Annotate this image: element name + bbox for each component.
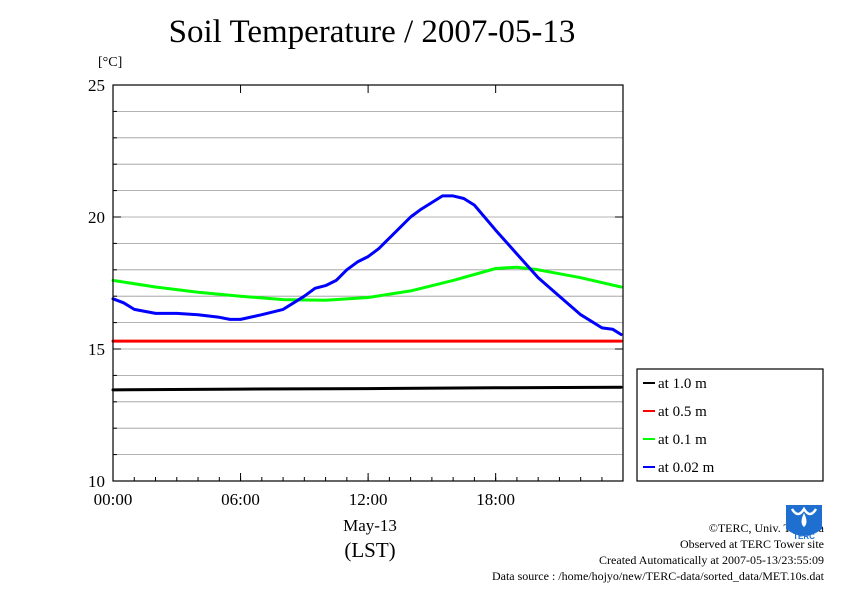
legend-label: at 0.02 m: [658, 460, 715, 476]
x-axis-labels: May-13 (LST): [320, 515, 420, 563]
logo-text: TERC: [793, 532, 815, 541]
y-tick-label: 20: [88, 208, 105, 227]
y-tick-label: 25: [88, 76, 105, 95]
lst-label: (LST): [344, 538, 396, 562]
legend-box: [636, 368, 824, 482]
series-line-at-1-0-m: [111, 385, 623, 392]
copyright-text: ©TERC, Univ. Tsukuba: [708, 521, 824, 535]
legend-label: at 0.1 m: [658, 432, 707, 448]
series-line-at-0-02-m: [111, 194, 623, 336]
y-tick-label: 15: [88, 340, 105, 359]
x-tick-label: 12:00: [349, 490, 388, 509]
legend: at 1.0 m at 0.5 m at 0.1 m at 0.02 m: [636, 368, 824, 482]
created-text: Created Automatically at 2007-05-13/23:5…: [599, 553, 824, 567]
series-lines: [111, 194, 623, 392]
observed-text: Observed at TERC Tower site: [679, 537, 824, 551]
series-line-at-0-1-m: [111, 265, 623, 302]
x-tick-label: 18:00: [476, 490, 515, 509]
legend-label: at 0.5 m: [658, 404, 707, 420]
footer: ©TERC, Univ. Tsukuba Observed at TERC To…: [492, 520, 824, 584]
legend-label: at 1.0 m: [658, 376, 707, 392]
y-tick-label: 10: [88, 472, 105, 491]
source-text: Data source : /home/hojyo/new/TERC-data/…: [491, 569, 824, 583]
chart-title: Soil Temperature / 2007-05-13: [168, 14, 576, 50]
axis-ticks: 10 15 20 25 00:00 06:00 12:00 18:00: [88, 76, 623, 509]
y-axis-unit-label: [°C]: [98, 55, 123, 70]
date-label: May-13: [343, 516, 397, 535]
terc-logo: TERC: [786, 505, 822, 541]
x-tick-label: 06:00: [221, 490, 260, 509]
x-tick-label: 00:00: [94, 490, 133, 509]
